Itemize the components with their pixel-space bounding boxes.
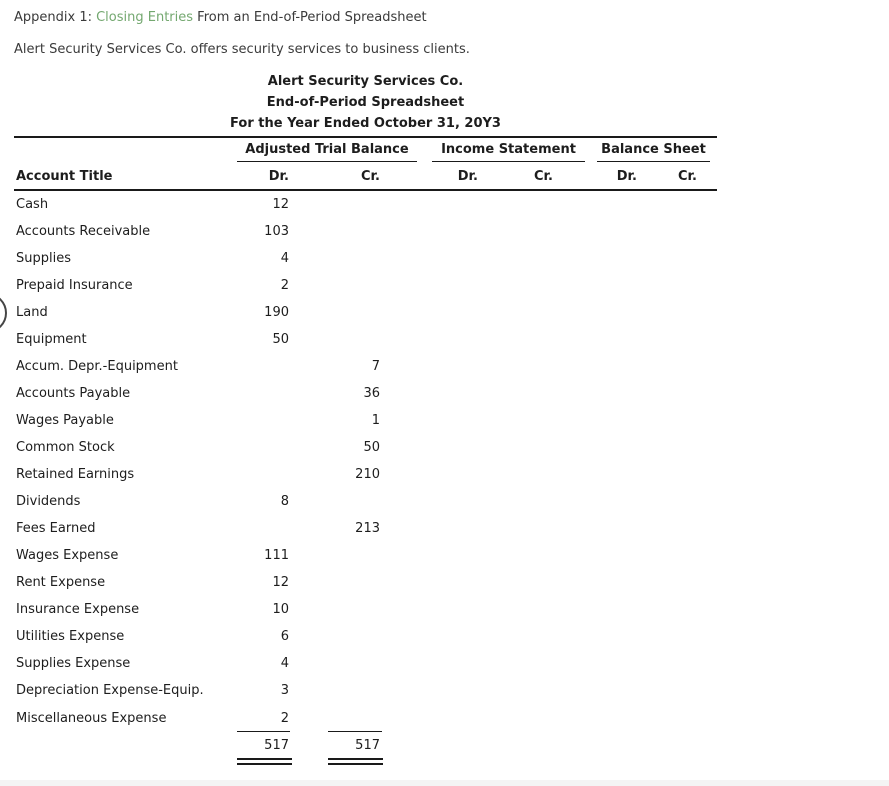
account-title-cell: Dividends — [16, 494, 81, 509]
closing-entries-term-link[interactable]: Closing Entries — [96, 10, 194, 25]
atb-dr-cell: 111 — [264, 548, 289, 563]
table-row-wages-expense: Wages Expense 111 — [0, 548, 889, 565]
atb-dr-cell: 3 — [280, 683, 289, 698]
account-title-cell: Insurance Expense — [16, 602, 140, 617]
totals-double-rule-cr-top — [328, 758, 383, 760]
document-name: End-of-Period Spreadsheet — [266, 95, 465, 110]
totals-top-rule-dr — [237, 731, 290, 732]
table-row-depreciation-expense-equip: Depreciation Expense-Equip. 3 — [0, 683, 889, 700]
table-row-accounts-receivable: Accounts Receivable 103 — [0, 224, 889, 241]
is-cr-header: Cr. — [533, 169, 553, 184]
period-line: For the Year Ended October 31, 20Y3 — [230, 116, 501, 131]
intro-sentence: Alert Security Services Co. offers secur… — [14, 42, 470, 57]
account-title-cell: Rent Expense — [16, 575, 106, 590]
total-atb-dr-cell: 517 — [264, 738, 289, 753]
appendix-heading-prefix: Appendix 1: — [14, 10, 97, 25]
account-title-cell: Equipment — [16, 332, 87, 347]
atb-cr-cell: 210 — [355, 467, 380, 482]
atb-dr-cell: 103 — [264, 224, 289, 239]
atb-cr-header: Cr. — [360, 169, 380, 184]
account-title-cell: Supplies — [16, 251, 71, 266]
table-row-supplies-expense: Supplies Expense 4 — [0, 656, 889, 673]
atb-dr-cell: 12 — [272, 197, 289, 212]
table-row-land: Land 190 — [0, 305, 889, 322]
table-row-equipment: Equipment 50 — [0, 332, 889, 349]
table-row-fees-earned: Fees Earned 213 — [0, 521, 889, 538]
atb-cr-cell: 7 — [371, 359, 380, 374]
account-title-cell: Accounts Payable — [16, 386, 131, 401]
atb-cr-cell: 36 — [363, 386, 380, 401]
table-row-supplies: Supplies 4 — [0, 251, 889, 268]
account-title-cell: Prepaid Insurance — [16, 278, 133, 293]
table-row-totals: 517 517 — [0, 738, 889, 755]
totals-top-rule-cr — [328, 731, 382, 732]
atb-dr-cell: 190 — [264, 305, 289, 320]
table-row-accum-depr-equipment: Accum. Depr.-Equipment 7 — [0, 359, 889, 376]
bottom-page-edge — [0, 780, 889, 786]
account-title-header: Account Title — [16, 169, 113, 184]
account-title-cell: Depreciation Expense-Equip. — [16, 683, 204, 698]
account-title-cell: Retained Earnings — [16, 467, 135, 482]
atb-cr-cell: 1 — [371, 413, 380, 428]
atb-dr-cell: 2 — [280, 711, 289, 726]
account-title-cell: Accum. Depr.-Equipment — [16, 359, 178, 374]
table-row-retained-earnings: Retained Earnings 210 — [0, 467, 889, 484]
clipped-circle-annotation — [0, 293, 7, 333]
atb-dr-cell: 50 — [272, 332, 289, 347]
table-row-rent-expense: Rent Expense 12 — [0, 575, 889, 592]
bs-cr-header: Cr. — [677, 169, 697, 184]
atb-cr-cell: 50 — [363, 440, 380, 455]
bs-dr-header: Dr. — [616, 169, 637, 184]
account-title-cell: Wages Payable — [16, 413, 114, 428]
total-atb-cr-cell: 517 — [355, 738, 380, 753]
bs-group-underline — [597, 161, 710, 162]
account-title-cell: Miscellaneous Expense — [16, 711, 167, 726]
atb-dr-cell: 10 — [272, 602, 289, 617]
table-row-utilities-expense: Utilities Expense 6 — [0, 629, 889, 646]
account-title-cell: Accounts Receivable — [16, 224, 151, 239]
spreadsheet-title-block: Alert Security Services Co. End-of-Perio… — [14, 71, 717, 134]
column-group-balance-sheet: Balance Sheet — [601, 142, 706, 157]
atb-dr-cell: 6 — [280, 629, 289, 644]
account-title-cell: Supplies Expense — [16, 656, 131, 671]
appendix-heading-suffix: From an End-of-Period Spreadsheet — [193, 10, 427, 25]
account-title-cell: Cash — [16, 197, 49, 212]
atb-cr-cell: 213 — [355, 521, 380, 536]
column-group-adjusted-trial-balance: Adjusted Trial Balance — [245, 142, 409, 157]
atb-dr-cell: 12 — [272, 575, 289, 590]
table-row-insurance-expense: Insurance Expense 10 — [0, 602, 889, 619]
account-title-cell: Fees Earned — [16, 521, 96, 536]
account-title-cell: Utilities Expense — [16, 629, 125, 644]
table-row-dividends: Dividends 8 — [0, 494, 889, 511]
table-row-prepaid-insurance: Prepaid Insurance 2 — [0, 278, 889, 295]
account-title-cell: Common Stock — [16, 440, 115, 455]
totals-double-rule-dr-top — [237, 758, 292, 760]
column-group-income-statement: Income Statement — [441, 142, 576, 157]
is-dr-header: Dr. — [457, 169, 478, 184]
table-row-miscellaneous-expense: Miscellaneous Expense 2 — [0, 711, 889, 728]
table-row-cash: Cash 12 — [0, 197, 889, 214]
atb-dr-cell: 2 — [280, 278, 289, 293]
totals-double-rule-cr-bottom — [328, 763, 383, 765]
table-row-common-stock: Common Stock 50 — [0, 440, 889, 457]
atb-dr-header: Dr. — [268, 169, 289, 184]
table-row-accounts-payable: Accounts Payable 36 — [0, 386, 889, 403]
atb-dr-cell: 4 — [280, 656, 289, 671]
account-title-cell: Land — [16, 305, 48, 320]
atb-group-underline — [237, 161, 417, 162]
appendix-heading: Appendix 1: Closing Entries From an End-… — [14, 10, 427, 25]
table-row-wages-payable: Wages Payable 1 — [0, 413, 889, 430]
header-bottom-rule — [14, 189, 717, 191]
table-top-rule — [14, 136, 717, 138]
atb-dr-cell: 4 — [280, 251, 289, 266]
is-group-underline — [432, 161, 585, 162]
company-name: Alert Security Services Co. — [267, 74, 464, 89]
account-title-cell: Wages Expense — [16, 548, 119, 563]
totals-double-rule-dr-bottom — [237, 763, 292, 765]
atb-dr-cell: 8 — [280, 494, 289, 509]
